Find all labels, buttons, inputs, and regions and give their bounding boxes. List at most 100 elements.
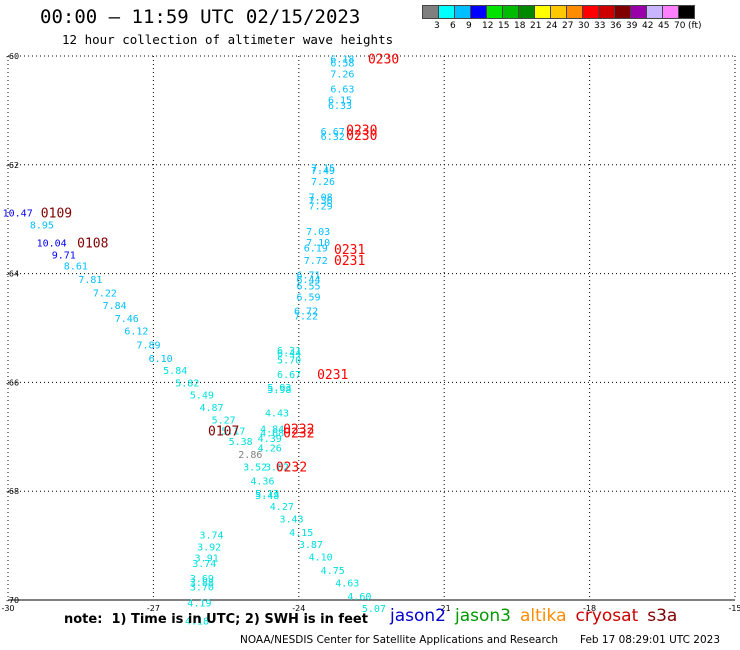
x-tick-label: -15 <box>728 604 740 613</box>
swh-value-label: 6.55 <box>296 282 320 293</box>
pass-time-label: 0107 <box>208 424 239 439</box>
swh-value-label: 4.87 <box>200 403 224 414</box>
swh-value-label: 3.88 <box>190 578 214 589</box>
swh-value-label: 4.60 <box>347 592 371 603</box>
y-tick-label: -62 <box>6 161 19 170</box>
swh-value-label: 7.08 <box>309 192 333 203</box>
swh-value-label: 7.22 <box>93 289 117 300</box>
swh-value-label: 4.26 <box>258 444 282 455</box>
pass-time-label: 0231 <box>334 254 365 269</box>
color-scale-label: 12 <box>482 21 494 31</box>
swh-value-label: 7.10 <box>306 238 330 249</box>
y-tick-label: -70 <box>6 596 19 605</box>
color-scale-label: 70 <box>674 21 686 31</box>
swh-value-label: 6.32 <box>321 132 345 143</box>
swh-value-label: 6.59 <box>296 292 320 303</box>
swh-value-label: 8.95 <box>30 221 54 232</box>
swh-value-label: 6.18 <box>330 55 354 66</box>
swh-value-label: 3.87 <box>299 540 323 551</box>
swh-value-label: 7.81 <box>78 275 102 286</box>
swh-value-label: 7.22 <box>294 311 318 322</box>
x-tick-label: -27 <box>147 604 160 613</box>
pass-time-label: 0230 <box>346 123 377 138</box>
swh-value-label: 3.91 <box>195 554 219 565</box>
swh-value-label: 3.43 <box>279 514 303 525</box>
swh-value-label: 3.74 <box>192 559 216 570</box>
color-scale-label: 9 <box>466 21 472 31</box>
color-scale-label: 33 <box>594 21 606 31</box>
swh-value-label: 5.48 <box>255 491 279 502</box>
swh-value-label: 6.72 <box>294 307 318 318</box>
swh-value-label: 10.47 <box>3 209 33 220</box>
pass-time-label: 0108 <box>77 237 108 252</box>
swh-value-label: 7.03 <box>306 227 330 238</box>
pass-time-label: 0230 <box>368 53 399 68</box>
color-scale-label: 15 <box>498 21 510 31</box>
swh-value-label: 5.70 <box>277 356 301 367</box>
color-scale-label: 18 <box>514 21 526 31</box>
y-tick-label: -60 <box>6 52 19 61</box>
color-scale-label: 45 <box>658 21 670 31</box>
swh-value-label: 4.39 <box>258 434 282 445</box>
color-scale-label: 30 <box>578 21 590 31</box>
y-tick-label: -64 <box>6 270 19 279</box>
swh-value-label: 4.63 <box>335 579 359 590</box>
color-scale-labels: 3 6 9 12 15 18 21 24 27 30 33 36 39 42 45 70 (ft) <box>422 21 740 35</box>
swh-value-label: 5.13 <box>255 489 279 500</box>
legend-item-s3a: s3a <box>647 606 678 626</box>
color-scale-label: 6 <box>450 21 456 31</box>
swh-value-label: 5.82 <box>175 378 199 389</box>
credit-timestamp: Feb 17 08:29:01 UTC 2023 <box>580 634 720 646</box>
swh-value-label: 5.49 <box>190 390 214 401</box>
swh-value-label: 4.15 <box>289 528 313 539</box>
swh-value-label: 4.10 <box>309 552 333 563</box>
swh-value-label: 3.92 <box>197 543 221 554</box>
swh-value-label: 7.26 <box>311 177 335 188</box>
pass-time-label: 0232 <box>283 423 314 438</box>
color-scale-label: (ft) <box>688 21 702 31</box>
swh-value-label: 7.15 <box>311 164 335 175</box>
swh-value-label: 6.67 <box>277 370 301 381</box>
swh-value-label: 3.62 <box>265 463 289 474</box>
swh-value-label: 6.71 <box>296 271 320 282</box>
swh-value-label: 8.61 <box>64 261 88 272</box>
swh-value-label: 4.27 <box>270 502 294 513</box>
swh-value-label: 4.68 <box>260 428 284 439</box>
color-scale-label: 42 <box>642 21 654 31</box>
swh-value-label: 7.89 <box>137 340 161 351</box>
color-scale-label: 3 <box>434 21 440 31</box>
swh-value-label: 5.93 <box>267 383 291 394</box>
color-scale-label: 39 <box>626 21 638 31</box>
swh-value-label: 6.19 <box>304 243 328 254</box>
x-tick-label: -18 <box>583 604 596 613</box>
credit-text: NOAA/NESDIS Center for Satellite Applica… <box>240 634 558 646</box>
color-scale-label: 27 <box>562 21 574 31</box>
swh-value-label: 6.10 <box>149 354 173 365</box>
color-scale <box>422 5 695 19</box>
color-scale-label: 24 <box>546 21 558 31</box>
swh-value-label: 3.69 <box>190 574 214 585</box>
swh-value-label: 6.44 <box>296 275 320 286</box>
color-swatch <box>678 5 695 19</box>
footer-note: note: 1) Time is in UTC; 2) SWH is in fe… <box>64 612 368 627</box>
x-tick-label: -30 <box>1 604 14 613</box>
legend-item-altika: altika <box>520 606 567 626</box>
swh-value-label: 10.04 <box>37 239 67 250</box>
swh-value-label: 4.84 <box>260 425 284 436</box>
chart-title: 00:00 — 11:59 UTC 02/15/2023 <box>40 6 361 28</box>
swh-value-label: 3.74 <box>200 531 224 542</box>
swh-value-label: 7.36 <box>309 196 333 207</box>
swh-value-label: 7.84 <box>103 301 127 312</box>
swh-value-label: 5.17 <box>221 426 245 437</box>
swh-value-label: 2.86 <box>238 450 262 461</box>
swh-value-label: 5.07 <box>362 604 386 615</box>
pass-time-label: 0232 <box>276 461 307 476</box>
swh-value-label: 5.84 <box>163 366 187 377</box>
pass-time-label: 0109 <box>41 207 72 222</box>
y-tick-label: -66 <box>6 378 19 387</box>
swh-value-label: 6.33 <box>328 101 352 112</box>
legend-item-jason2: jason2 <box>390 606 446 626</box>
swh-value-label: 3.52 <box>243 463 267 474</box>
swh-value-label: 5.38 <box>229 437 253 448</box>
